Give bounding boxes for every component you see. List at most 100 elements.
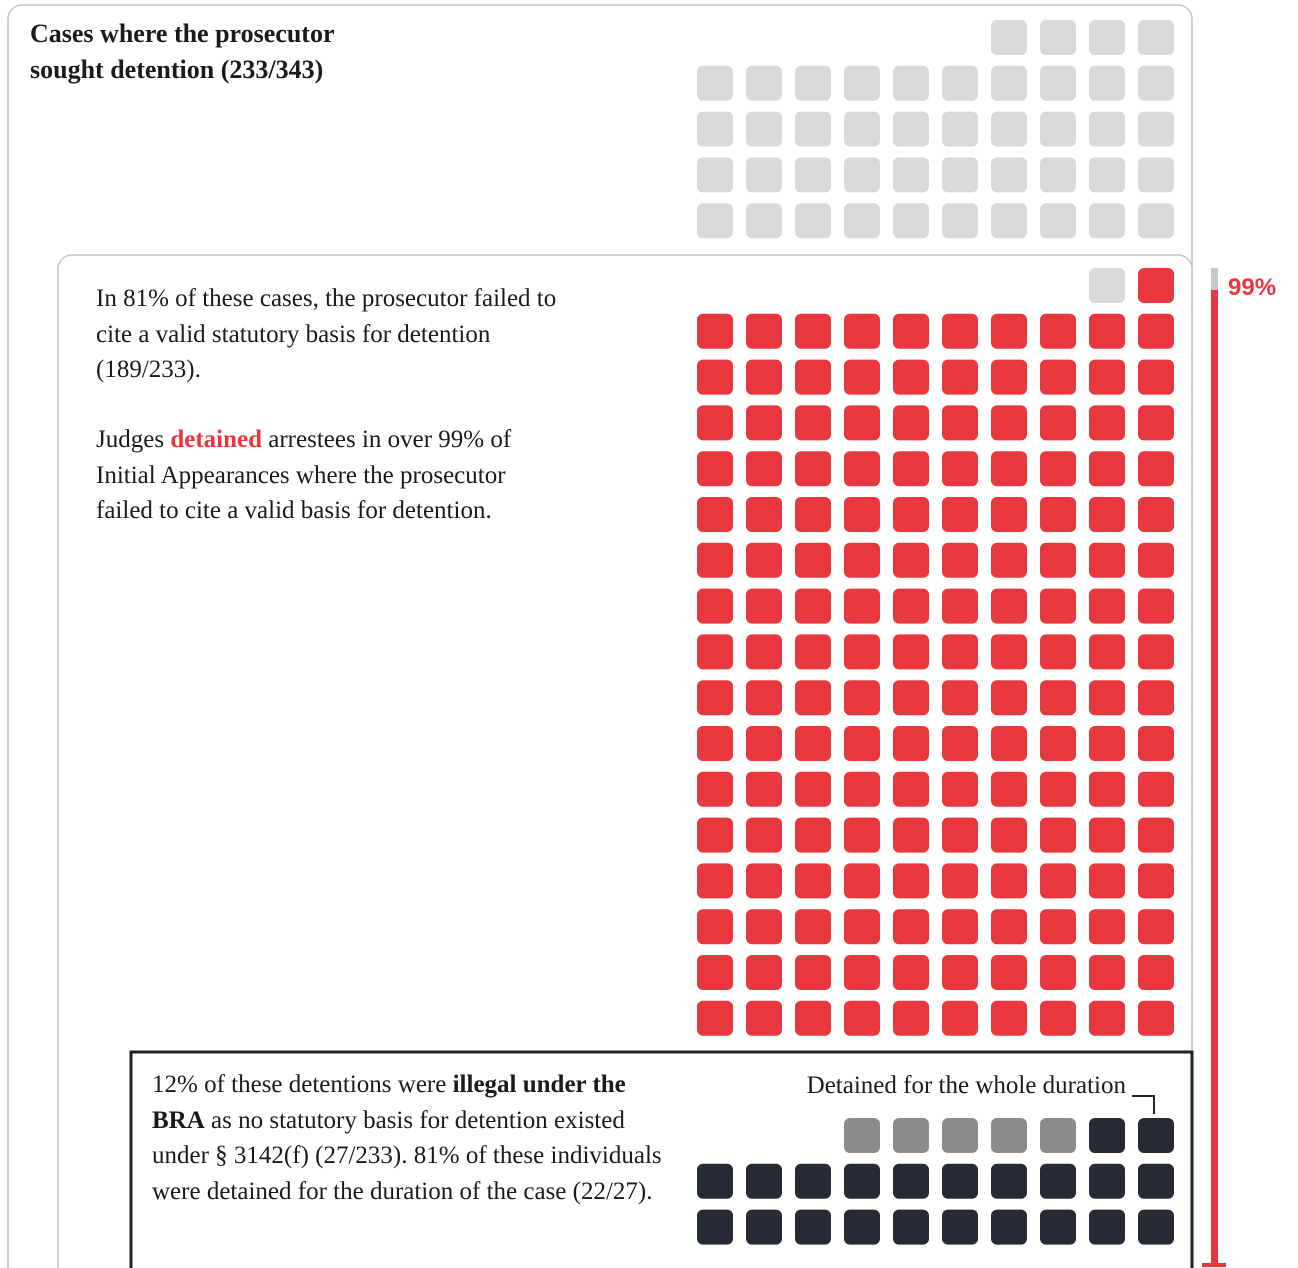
waffle-square [1089,65,1125,101]
waffle-square [844,726,880,761]
waffle-square [1040,203,1076,239]
waffle-square [1089,268,1125,303]
text: 12% of these detentions were [152,1071,453,1098]
waffle-square [942,359,978,395]
waffle-square [991,909,1027,945]
waffle-square [795,111,831,147]
waffle-square [1089,588,1125,624]
waffle-square [893,542,929,578]
waffle-square [893,817,929,853]
waffle-square [844,497,880,532]
waffle-square [795,542,831,578]
waffle-square [1138,157,1174,193]
waffle-square [1089,542,1125,578]
waffle-square [991,20,1027,55]
waffle-square [746,313,782,349]
waffle-square [1089,451,1125,487]
waffle-square [746,111,782,147]
waffle-square [1138,1118,1174,1153]
waffle-square [1138,313,1174,349]
waffle-square [697,203,733,239]
waffle-square [746,65,782,101]
waffle-square [1040,65,1076,101]
waffle-square [844,313,880,349]
waffle-square [1040,680,1076,716]
waffle-square [1089,909,1125,945]
waffle-square [893,1118,929,1153]
waffle-square [942,634,978,670]
waffle-square [1089,313,1125,349]
waffle-square [942,497,978,532]
waffle-square [1138,268,1174,303]
waffle-square [697,497,733,532]
waffle-square [746,817,782,853]
waffle-square [893,451,929,487]
waffle-square [1138,497,1174,532]
waffle-square [942,111,978,147]
waffle-square [991,863,1027,899]
waffle-square [697,65,733,101]
waffle-square [991,203,1027,239]
waffle-square [942,313,978,349]
waffle-square [893,863,929,899]
waffle-square [844,65,880,101]
waffle-square [746,955,782,990]
waffle-square [942,65,978,101]
waffle-square [942,542,978,578]
waffle-square [942,771,978,807]
waffle-square [844,863,880,899]
waffle-square [1089,20,1125,55]
waffle-square [893,955,929,990]
waffle-square [1040,771,1076,807]
waffle-square [697,817,733,853]
waffle-square [697,313,733,349]
waffle-square [844,359,880,395]
waffle-square [1040,359,1076,395]
waffle-square [746,1163,782,1199]
waffle-square [893,203,929,239]
waffle-square [1138,1163,1174,1199]
waffle-square [1138,680,1174,716]
waffle-square [991,111,1027,147]
waffle-square [1040,1209,1076,1245]
waffle-square [746,451,782,487]
waffle-square [1138,203,1174,239]
waffle-square [844,1000,880,1036]
waffle-square [795,634,831,670]
waffle-square [893,680,929,716]
duration-label: Detained for the whole duration [806,1072,1126,1099]
waffle-square [1040,313,1076,349]
waffle-square [746,634,782,670]
waffle-square [844,771,880,807]
waffle-square [991,451,1027,487]
waffle-square [697,111,733,147]
waffle-square [746,909,782,945]
waffle-square [1138,771,1174,807]
bar-red [1211,290,1218,1265]
waffle-square [893,771,929,807]
waffle-square [746,863,782,899]
waffle-square [795,405,831,441]
waffle-square [1138,1000,1174,1036]
waffle-square [795,1209,831,1245]
waffle-square [991,542,1027,578]
waffle-square [795,157,831,193]
waffle-square [1040,497,1076,532]
waffle-square [1040,451,1076,487]
waffle-square [991,634,1027,670]
waffle-square [1089,1000,1125,1036]
waffle-square [697,955,733,990]
waffle-square [697,634,733,670]
waffle-square [942,405,978,441]
bar-label: 99% [1228,274,1277,301]
paragraph: Judges detained arrestees in over 99% of… [96,422,566,529]
waffle-square [1089,680,1125,716]
waffle-square [1040,405,1076,441]
waffle-square [991,726,1027,761]
waffle-square [1089,359,1125,395]
waffle-square [844,405,880,441]
waffle-square [1040,863,1076,899]
waffle-square [795,909,831,945]
waffle-square [893,1163,929,1199]
